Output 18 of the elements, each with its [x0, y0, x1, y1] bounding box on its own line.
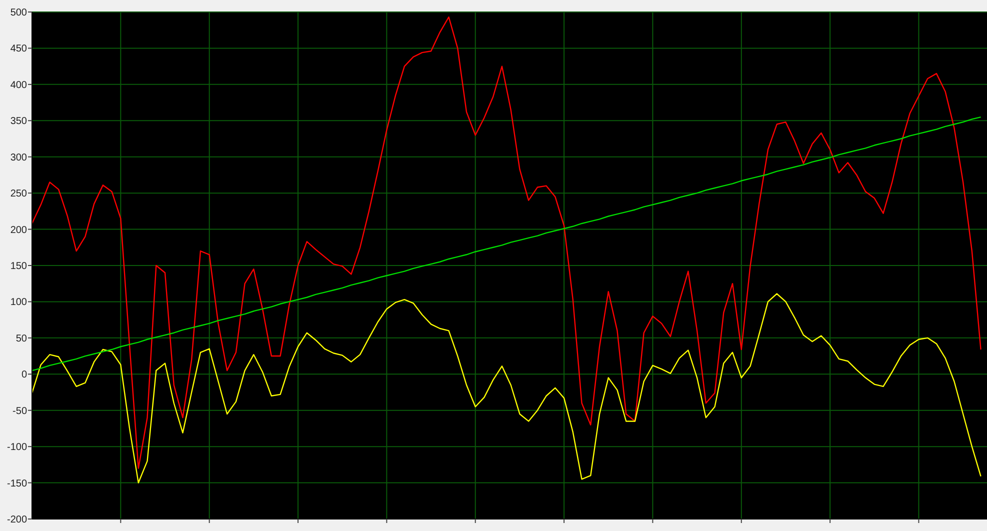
y-tick-label: -150: [6, 478, 28, 490]
y-tick-label: 50: [16, 333, 28, 344]
y-tick-label: 450: [10, 44, 28, 55]
y-tick-label: 300: [10, 152, 28, 164]
y-tick-label: 200: [10, 224, 28, 236]
y-tick-label: 500: [10, 8, 28, 18]
y-tick-label: 350: [10, 116, 28, 128]
line-series: [31, 293, 982, 484]
line-series: [31, 16, 982, 469]
y-tick-label: 250: [10, 188, 28, 200]
y-tick-label: -50: [12, 406, 28, 417]
line-series: [31, 116, 982, 372]
y-tick-label: 150: [10, 261, 28, 272]
y-tick-label: 0: [21, 370, 28, 381]
y-tick-label: -100: [6, 442, 28, 454]
y-tick-label: 400: [10, 80, 28, 91]
y-tick-label: 100: [10, 297, 28, 308]
y-tick-label: -200: [6, 514, 28, 526]
